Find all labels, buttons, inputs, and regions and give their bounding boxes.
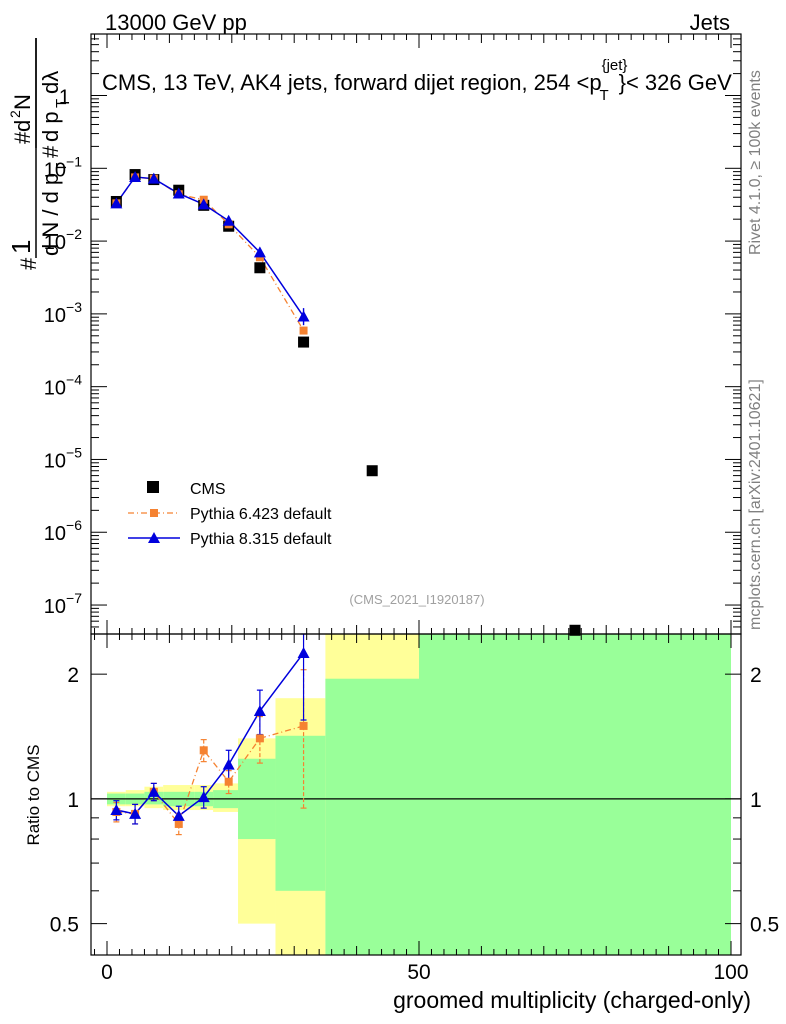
pythia6-ratio-point [174,819,183,828]
pythia8-ratio-point [129,807,142,819]
analysis-id-label: (CMS_2021_I1920187) [349,592,484,607]
svg-text:#: # [16,257,41,270]
rivet-version-label: Rivet 4.1.0, ≥ 100k events [747,70,764,255]
svg-text:2: 2 [7,110,23,118]
pythia8-ratio-point [197,791,210,803]
main-y-tick-label: 10−5 [44,444,82,472]
svg-text:d N / d p: d N / d p [38,173,63,256]
svg-text:#: # [10,131,35,144]
pythia8-main-point [222,214,235,226]
axis-ticks [91,33,741,955]
legend-pythia8-marker [148,532,160,543]
pythia8-main-point [297,310,310,322]
tick-labels: 10−7 10−6 10−5 10−4 10−3 10−2 10−1 1 0.5 0.5 1 1 2 2 0… [44,87,779,984]
pythia8-main-point [172,187,185,199]
ratio-uncertainty-bands [107,634,731,955]
ratio-y-tick-label-left: 2 [67,664,79,687]
x-axis-label: groomed multiplicity (charged-only) [393,987,751,1013]
svg-text:d: d [10,120,35,132]
pythia8-main-point [197,198,210,210]
ratio-panel-frame [90,633,742,956]
main-y-axis-label: # 1 d N / d p T # # d 2 N d p T dλ [6,38,70,270]
x-tick-label: 50 [407,961,430,984]
pythia6-ratio-point [224,777,233,786]
title-tail: }< 326 GeV [619,70,732,95]
ratio-y-tick-label-left: 1 [67,789,79,812]
svg-text:1: 1 [6,240,36,254]
legend-cms-marker [147,481,159,493]
svg-text:T: T [53,163,70,172]
pythia6-ratio-line [116,725,304,826]
main-y-tick-label: 10−7 [44,590,82,618]
pythia8-ratio-point [222,758,235,770]
legend-cms-label: CMS [190,481,226,498]
title-sub: T [599,87,608,104]
pythia8-main-line [115,176,305,317]
ratio-y-tick-label-right: 1 [750,789,762,812]
pythia6-ratio-point [255,734,264,743]
panel-frames [90,33,742,956]
cms-data-point [569,624,581,636]
mcplots-label: mcplots.cern.ch [arXiv:2401.10621] [747,379,764,630]
main-y-tick-label: 10−1 [44,153,82,181]
svg-text:T: T [53,99,70,108]
svg-text:N: N [10,94,35,110]
pythia8-ratio-point [297,646,310,658]
pythia8-main-point [253,246,266,258]
cms-data-point [298,336,310,348]
main-y-tick-label: 1 [59,87,70,109]
title-main: CMS, 13 TeV, AK4 jets, forward dijet reg… [102,70,602,95]
pythia8-ratio-point [147,785,160,797]
header-process-label: Jets [690,10,730,35]
pythia6-ratio-point [299,721,308,730]
pythia8-ratio-point [110,804,123,816]
svg-text:d p: d p [38,111,63,142]
pythia6-main-point [299,326,308,335]
svg-text:#: # [38,145,63,158]
ratio-y-tick-label-left: 0.5 [50,914,79,937]
ratio-y-tick-label-right: 2 [750,664,762,687]
ratio-y-axis-label: Ratio to CMS [24,744,43,845]
legend-pythia6-marker [150,509,158,517]
pythia8-ratio-point [253,704,266,716]
band-inner-bin [275,735,326,891]
pythia6-ratio-point [199,746,208,755]
band-inner-bin [325,678,419,955]
main-panel-frame [90,33,742,635]
pythia8-ratio-point [172,809,185,821]
legend-pythia8-label: Pythia 8.315 default [190,531,332,548]
legend: CMS Pythia 6.423 default Pythia 8.315 de… [128,481,332,548]
main-panel-series [110,169,581,636]
main-y-tick-label: 10−4 [44,372,82,400]
ratio-y-tick-label-right: 0.5 [750,914,779,937]
plot-title: CMS, 13 TeV, AK4 jets, forward dijet reg… [102,57,732,104]
pythia6-main-line [115,176,305,331]
main-y-tick-label: 10−2 [44,226,82,254]
pythia8-main-point [129,170,142,182]
main-y-tick-label: 10−3 [44,299,82,327]
ratio-panel-series [110,633,310,836]
x-tick-label: 100 [713,961,748,984]
svg-text:dλ: dλ [38,71,63,94]
cms-data-point [254,262,266,274]
x-tick-label: 0 [101,961,113,984]
header-beam-label: 13000 GeV pp [105,10,247,35]
pythia8-main-point [147,172,160,184]
band-inner-bin [419,634,731,955]
title-sup: {jet} [602,57,628,74]
legend-pythia6-label: Pythia 6.423 default [190,506,332,523]
main-y-tick-label: 10−6 [44,517,82,545]
cms-data-point [366,465,378,477]
pythia8-main-point [110,197,123,209]
